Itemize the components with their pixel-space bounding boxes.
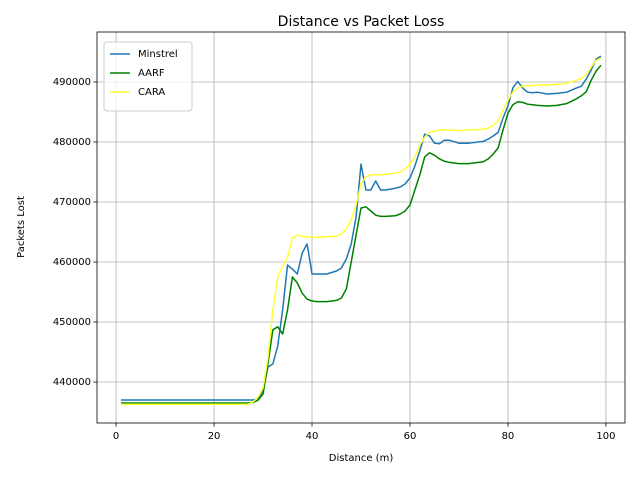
axes-frame bbox=[96, 31, 626, 424]
x-tick-label: 20 bbox=[208, 431, 221, 442]
y-tick-label: 450000 bbox=[53, 317, 91, 328]
legend-label: CARA bbox=[138, 87, 165, 98]
x-tick-label: 100 bbox=[596, 431, 615, 442]
line-series bbox=[121, 64, 602, 404]
y-tick-label: 490000 bbox=[53, 77, 91, 88]
line-series bbox=[121, 57, 602, 405]
y-tick-label: 460000 bbox=[53, 257, 91, 268]
x-tick-label: 0 bbox=[113, 431, 119, 442]
x-axis-label: Distance (m) bbox=[329, 453, 394, 464]
grid: 0 20 40 60 80 100 440000 450000 460000 470000 4800… bbox=[53, 32, 625, 442]
legend: Minstrel AARF CARA bbox=[103, 41, 193, 112]
legend-label: AARF bbox=[138, 68, 165, 79]
line-series bbox=[121, 55, 602, 401]
y-axis-label: Packets Lost bbox=[16, 196, 27, 258]
x-tick-label: 80 bbox=[502, 431, 515, 442]
plot bbox=[121, 55, 602, 405]
y-tick-label: 440000 bbox=[53, 377, 91, 388]
chart-title: Distance vs Packet Loss bbox=[278, 14, 445, 30]
y-tick-label: 470000 bbox=[53, 197, 91, 208]
x-tick-label: 40 bbox=[306, 431, 319, 442]
legend-box bbox=[103, 41, 193, 112]
x-tick-label: 60 bbox=[404, 431, 417, 442]
legend-label: Minstrel bbox=[138, 49, 178, 60]
y-tick-label: 480000 bbox=[53, 137, 91, 148]
